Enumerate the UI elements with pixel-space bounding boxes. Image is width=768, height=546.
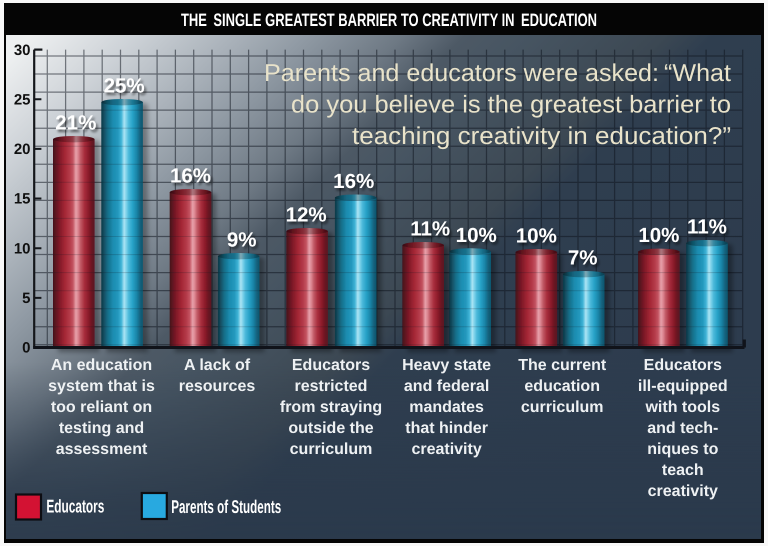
svg-text:creativity: creativity: [648, 483, 718, 500]
svg-text:and federal: and federal: [404, 378, 489, 395]
svg-text:16%: 16%: [170, 165, 211, 188]
svg-text:curriculum: curriculum: [290, 441, 373, 458]
svg-text:15: 15: [14, 191, 31, 208]
svg-text:A lack of: A lack of: [184, 357, 251, 374]
svg-text:9%: 9%: [227, 229, 257, 252]
svg-text:teach: teach: [662, 462, 704, 479]
svg-text:with tools: with tools: [644, 399, 720, 416]
svg-text:Parents of Students: Parents of Students: [171, 496, 281, 517]
svg-text:THE SINGLE GREATEST BARRIER TO: THE SINGLE GREATEST BARRIER TO CREATIVIT…: [181, 10, 597, 30]
svg-text:too reliant on: too reliant on: [51, 399, 152, 416]
svg-text:7%: 7%: [568, 247, 598, 270]
svg-text:restricted: restricted: [295, 378, 368, 395]
svg-text:system that is: system that is: [48, 378, 155, 395]
svg-text:12%: 12%: [286, 204, 327, 227]
svg-text:25: 25: [14, 92, 31, 109]
svg-text:16%: 16%: [333, 170, 374, 193]
svg-text:Heavy state: Heavy state: [402, 357, 491, 374]
svg-text:teaching creativity in educati: teaching creativity in education?”: [352, 123, 731, 150]
svg-text:that hinder: that hinder: [405, 420, 488, 437]
svg-text:10%: 10%: [638, 224, 679, 247]
svg-text:do you believe is the greatest: do you believe is the greatest barrier t…: [291, 92, 731, 119]
svg-text:10%: 10%: [456, 224, 497, 247]
svg-text:21%: 21%: [55, 112, 96, 135]
svg-text:Educators: Educators: [292, 357, 370, 374]
svg-text:25%: 25%: [104, 75, 145, 98]
svg-text:assessment: assessment: [56, 441, 148, 458]
svg-text:An education: An education: [51, 357, 152, 374]
svg-text:ill-equipped: ill-equipped: [638, 378, 728, 395]
svg-text:from straying: from straying: [280, 399, 382, 416]
svg-text:The current: The current: [518, 357, 607, 374]
svg-text:resources: resources: [179, 378, 256, 395]
svg-text:testing and: testing and: [59, 420, 144, 437]
svg-text:5: 5: [22, 290, 30, 307]
svg-text:niques to: niques to: [647, 441, 718, 458]
svg-text:mandates: mandates: [409, 399, 484, 416]
svg-text:30: 30: [14, 42, 31, 59]
svg-text:10%: 10%: [516, 225, 557, 248]
svg-text:Parents and educators were ask: Parents and educators were asked: “What: [264, 60, 731, 87]
svg-text:11%: 11%: [687, 216, 727, 239]
svg-text:creativity: creativity: [411, 441, 481, 458]
svg-text:and tech-: and tech-: [647, 420, 718, 437]
svg-text:0: 0: [22, 340, 30, 357]
svg-text:Educators: Educators: [644, 357, 722, 374]
svg-text:curriculum: curriculum: [521, 399, 604, 416]
svg-text:education: education: [524, 378, 600, 395]
svg-text:outside the: outside the: [288, 420, 373, 437]
svg-text:10: 10: [14, 240, 31, 257]
svg-text:20: 20: [14, 141, 31, 158]
svg-text:Educators: Educators: [46, 495, 104, 516]
svg-text:11%: 11%: [410, 218, 450, 241]
